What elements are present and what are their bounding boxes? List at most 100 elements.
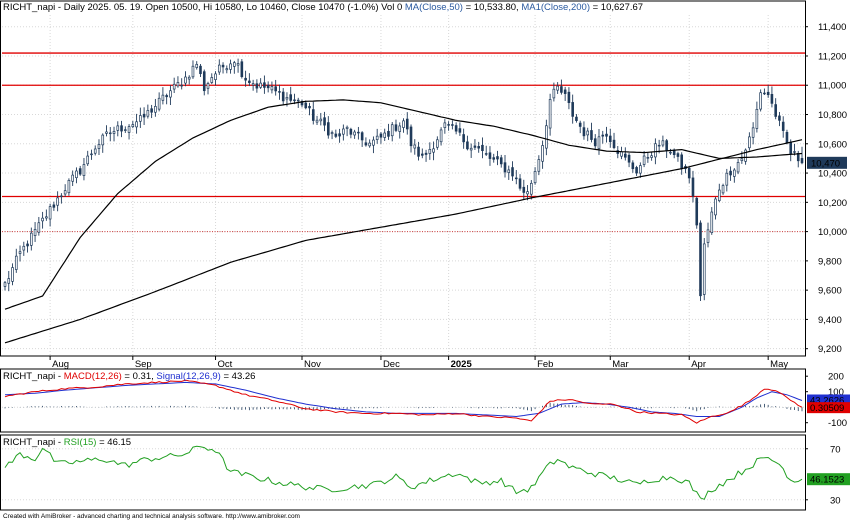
candle-body	[706, 229, 710, 243]
rsi-line-path	[4, 445, 803, 500]
candle-body	[511, 167, 514, 177]
rsi-tag-label: 46.1523	[810, 475, 844, 486]
candle-body	[360, 132, 364, 141]
candle-body	[26, 243, 29, 247]
candle-body	[567, 91, 571, 104]
candle-body	[451, 124, 454, 126]
price-pane[interactable]: RICHT_napi - Daily 2025. 05. 19. Open 10…	[2, 2, 847, 370]
candle-body	[289, 94, 293, 101]
candle-body	[60, 195, 63, 198]
candle-body	[75, 170, 78, 179]
candle-body	[740, 158, 744, 161]
candle-body	[537, 159, 541, 172]
candle-body	[627, 154, 631, 163]
candle-body	[548, 99, 552, 129]
price-tick-label: 9,400	[818, 315, 842, 326]
candle-body	[154, 106, 157, 113]
candle-body	[736, 162, 740, 173]
candle-body	[97, 144, 101, 149]
candle-body	[530, 182, 533, 195]
candle-body	[691, 177, 695, 197]
candle-body	[710, 211, 714, 233]
candle-body	[161, 94, 165, 101]
candle-body	[217, 64, 221, 73]
candle-body	[514, 177, 518, 180]
candle-body	[7, 278, 11, 284]
candle-body	[507, 169, 511, 173]
rsi-header: RICHT_napi - RSI(15) = 46.15	[3, 437, 131, 448]
rsi-tick-label: 30	[830, 495, 841, 506]
candle-body	[375, 135, 379, 140]
candle-body	[14, 255, 18, 270]
candle-body	[285, 97, 289, 100]
date-x-axis: Aug Sep Oct Nov Dec 2025 Feb Mar Apr May	[49, 356, 788, 370]
candle-body	[405, 118, 409, 130]
candle-body	[744, 149, 747, 162]
candle-body	[63, 190, 67, 195]
candle-body	[206, 83, 210, 89]
candle-body	[458, 128, 462, 133]
candle-body	[778, 115, 781, 121]
candle-body	[349, 128, 353, 135]
candle-body	[714, 198, 717, 216]
candle-body	[387, 130, 390, 137]
candle-body	[680, 154, 683, 170]
candle-body	[293, 99, 296, 102]
candle-body	[169, 90, 172, 98]
macd-pane[interactable]: RICHT_napi - MACD(12,26) = 0.31, Signal(…	[2, 371, 850, 429]
candle-body	[266, 84, 270, 89]
candle-body	[654, 143, 657, 158]
candle-body	[646, 157, 650, 159]
candle-body	[372, 139, 375, 146]
rsi-pane[interactable]: RICHT_napi - RSI(15) = 46.15 70 30 46.152…	[2, 437, 850, 506]
candle-body	[93, 148, 97, 154]
candle-body	[481, 144, 484, 152]
candle-body	[499, 157, 503, 165]
candle-body	[571, 102, 574, 117]
candle-body	[800, 158, 804, 164]
candle-body	[436, 139, 439, 148]
candle-body	[624, 153, 627, 158]
candle-body	[533, 171, 537, 184]
date-tick-label: Apr	[691, 359, 706, 370]
price-tick-label: 9,600	[818, 286, 842, 297]
candle-body	[248, 80, 251, 83]
candle-body	[383, 132, 387, 138]
price-tick-label: 11,000	[818, 81, 846, 92]
candle-body	[90, 153, 93, 156]
candle-body	[22, 245, 26, 251]
rsi-tick-label: 70	[830, 444, 841, 455]
candle-body	[67, 180, 71, 194]
macd-tick-label: 200	[828, 372, 844, 383]
candle-body	[676, 153, 680, 157]
date-tick-label: Dec	[383, 359, 400, 370]
candle-body	[244, 77, 247, 81]
ma50-line	[4, 99, 803, 310]
candle-body	[428, 149, 432, 154]
candle-body	[518, 178, 522, 189]
candle-body	[593, 138, 597, 147]
candle-body	[699, 222, 702, 297]
candle-body	[781, 121, 785, 131]
candle-body	[11, 267, 14, 282]
candle-body	[661, 140, 665, 146]
candle-body	[233, 62, 236, 67]
candle-body	[319, 118, 323, 122]
macd-tag-label: 0.30509	[810, 403, 844, 414]
candle-body	[353, 131, 356, 136]
candle-body	[454, 125, 458, 132]
candle-body	[78, 168, 82, 175]
candle-body	[240, 61, 244, 78]
candle-body	[702, 243, 706, 295]
ma200-line	[4, 139, 803, 344]
candle-body	[195, 63, 199, 68]
macd-pane-frame	[0, 368, 806, 433]
candle-body	[191, 65, 195, 78]
price-tick-label: 10,000	[818, 227, 847, 238]
candle-body	[488, 152, 492, 159]
candle-body	[601, 134, 605, 137]
candle-body	[37, 222, 41, 233]
candle-body	[695, 197, 699, 226]
moving-averages	[4, 99, 803, 344]
candle-body	[770, 94, 774, 104]
